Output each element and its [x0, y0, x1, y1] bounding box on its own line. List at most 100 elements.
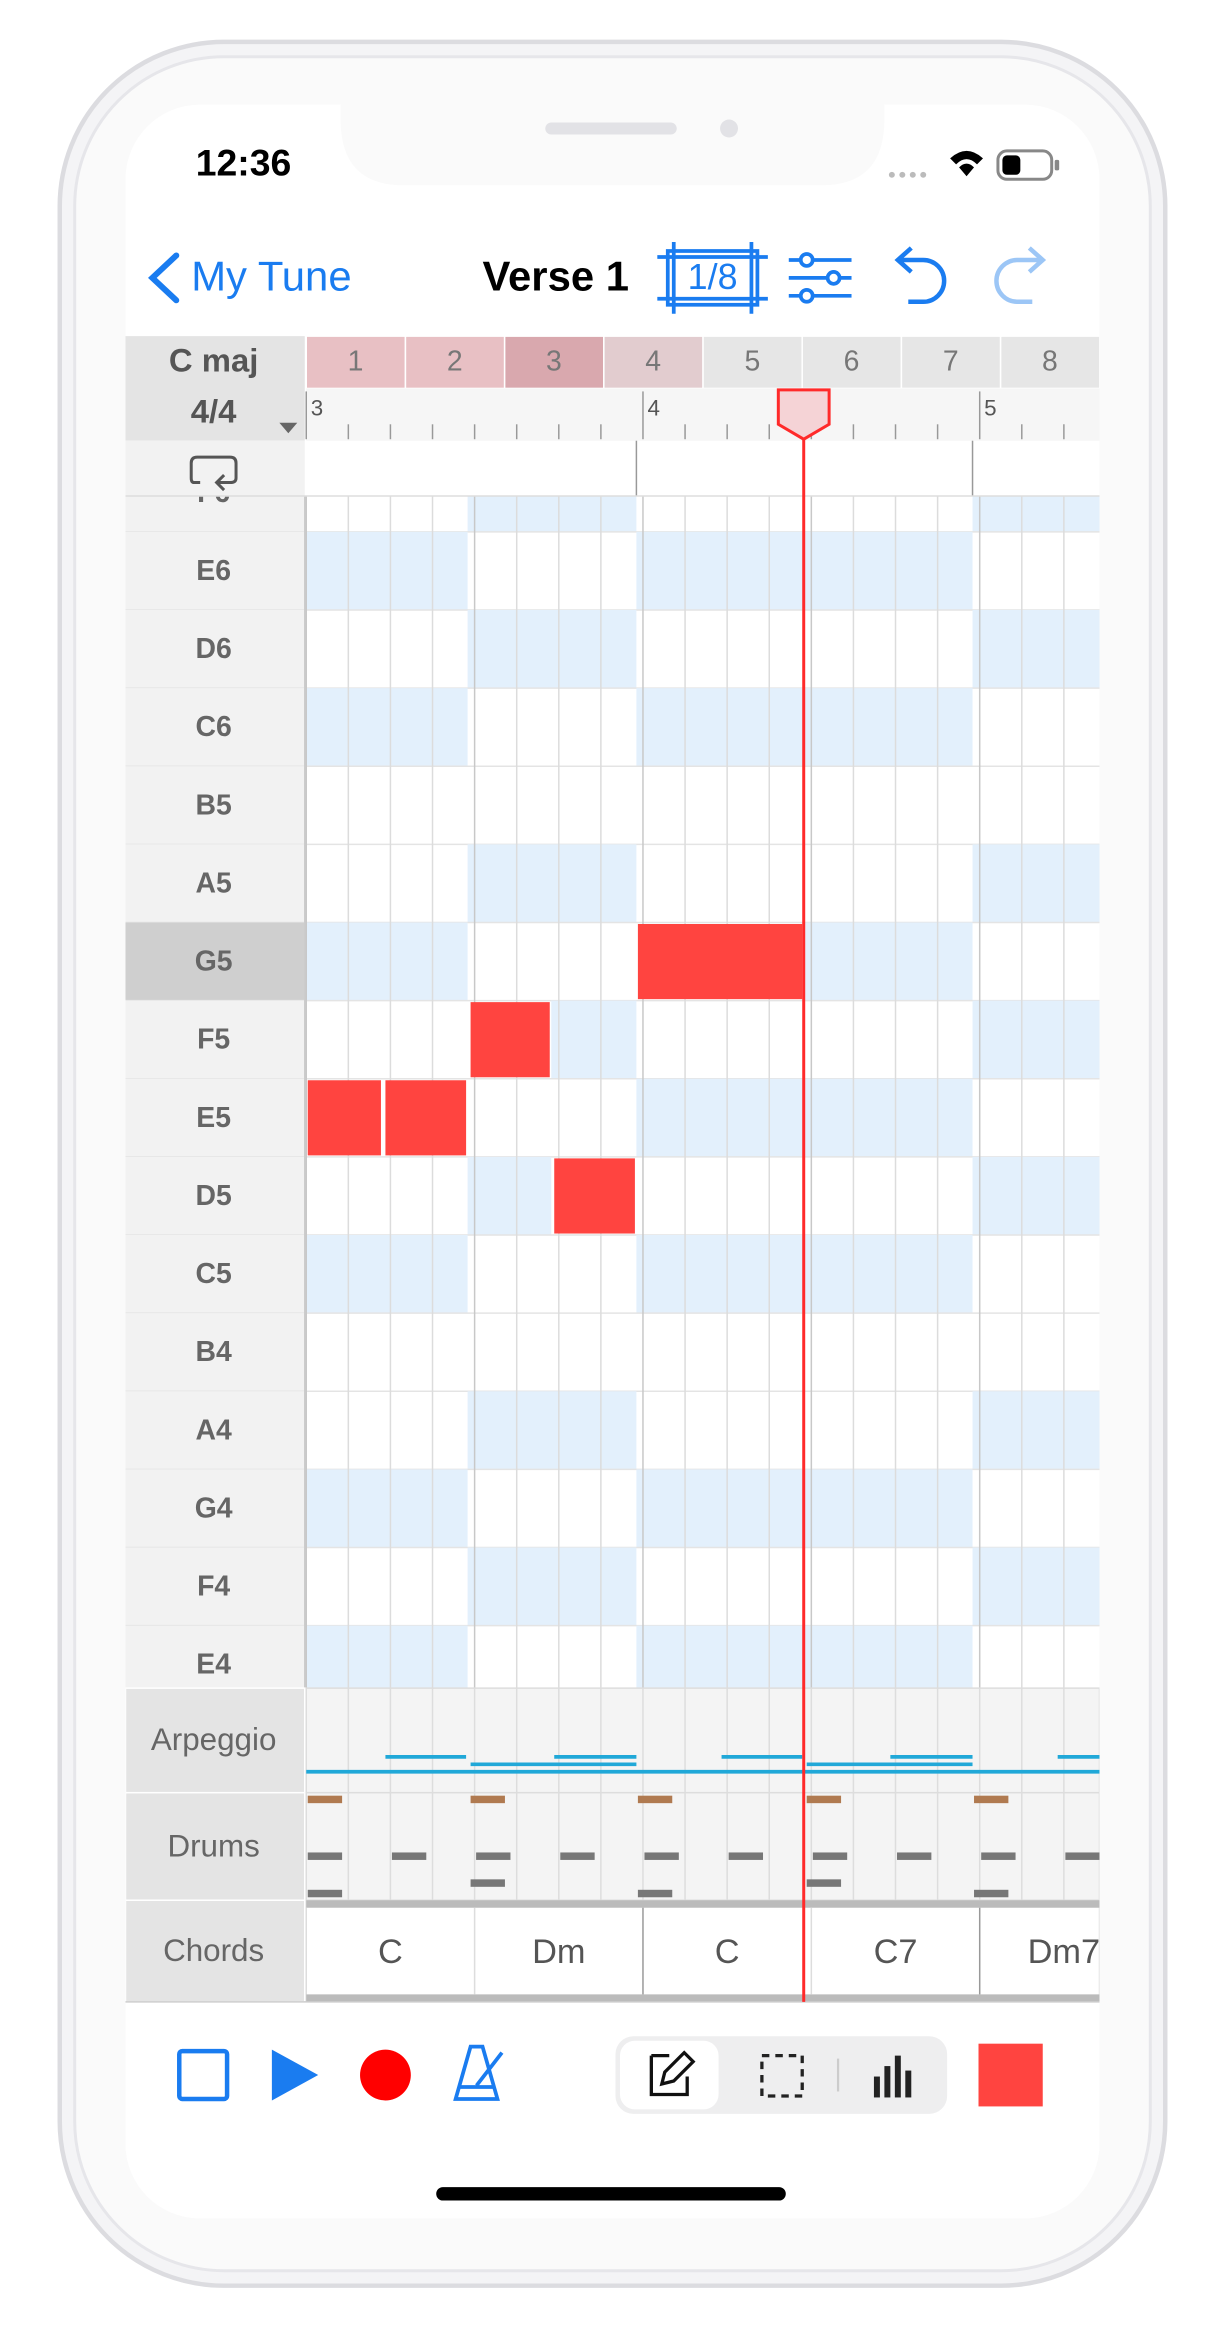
back-button[interactable]: My Tune [191, 252, 351, 299]
key-cell [125, 336, 305, 441]
pitch-cell [125, 1547, 305, 1626]
row-shade [467, 1156, 552, 1236]
note [637, 923, 803, 1000]
pitch-cell [125, 531, 305, 610]
row-shade [467, 1391, 637, 1470]
stop-button[interactable] [177, 2048, 230, 2102]
tracks: Arpeggio Drums Chords C Dm C C7 Dm7 [125, 1687, 1101, 2219]
status-icons [888, 149, 1060, 181]
track-label-cell [125, 1791, 306, 1902]
row-shade [803, 922, 973, 1001]
row-shade [306, 531, 468, 610]
pitch-cell [125, 609, 305, 689]
drum-hit [470, 1795, 505, 1804]
pitch-label: A5 [195, 867, 231, 899]
row-shade [972, 495, 1100, 532]
drum-hit [806, 1795, 842, 1804]
chord-top [306, 1900, 1100, 1908]
grid-button[interactable] [657, 242, 768, 314]
drum-hit [560, 1852, 595, 1860]
pitch-cell [125, 844, 305, 923]
redo-button[interactable] [994, 246, 1047, 305]
pitch-cell [125, 1078, 305, 1157]
menu-arrow [279, 422, 298, 434]
speaker [545, 122, 677, 135]
bar-number: 2 [447, 346, 463, 378]
bar-number: 8 [1042, 346, 1058, 378]
pitch-label: C5 [195, 1258, 231, 1290]
loop-icon [189, 455, 238, 492]
drum-hit [1065, 1852, 1100, 1860]
row-shade [972, 1391, 1100, 1470]
pitch-label: A4 [195, 1414, 231, 1446]
ruler-bg [306, 388, 1100, 441]
drum-hit [307, 1852, 343, 1860]
row-shade [306, 688, 468, 767]
section-title: Verse 1 [482, 252, 628, 299]
track-lane [305, 1791, 1100, 1902]
pitch-label: F6 [197, 477, 230, 509]
pitch-cell [125, 1391, 305, 1470]
pitch-cell [125, 1000, 305, 1079]
pitch-label: B4 [195, 1336, 231, 1368]
row-shade [467, 1547, 637, 1626]
bar-number: 4 [645, 346, 661, 378]
drum-hit [637, 1795, 673, 1804]
track-label: Chords [163, 1933, 264, 1968]
record-button[interactable] [360, 2049, 411, 2101]
chord-label: C [378, 1933, 403, 1971]
loop-cell [125, 440, 305, 496]
bar-number: 3 [546, 346, 562, 378]
track-label: Arpeggio [151, 1722, 277, 1757]
row-shade [467, 844, 637, 923]
chord-label: C [715, 1933, 740, 1971]
undo-button[interactable] [894, 246, 947, 305]
pitch-label: E4 [196, 1649, 231, 1681]
pitch-cell [125, 766, 305, 845]
bar-number: 1 [348, 346, 364, 378]
back-chevron[interactable] [148, 252, 180, 304]
row-shade [467, 609, 637, 689]
row-shade [972, 1156, 1100, 1236]
drum-hit [391, 1852, 427, 1860]
drum-hit [812, 1852, 848, 1860]
ruler-label: 3 [311, 395, 323, 420]
track-lane [305, 1687, 1100, 1794]
row-shade [467, 495, 637, 532]
ruler-label: 4 [647, 395, 659, 420]
note [554, 1158, 635, 1234]
grid-value[interactable]: 1/8 [688, 257, 738, 297]
play-button[interactable] [271, 2049, 319, 2101]
note-color[interactable] [978, 2043, 1043, 2107]
note [307, 1080, 381, 1156]
pitch-cell [125, 495, 305, 532]
drum-hit [806, 1879, 842, 1887]
toolbar [177, 2036, 1043, 2114]
pitch-cell [125, 922, 305, 1001]
ruler-label: 5 [984, 395, 996, 420]
pitch-label: D5 [195, 1180, 231, 1212]
metronome-button[interactable] [453, 2044, 504, 2101]
pitch-label: E5 [196, 1102, 231, 1134]
chord-label: C7 [874, 1933, 918, 1971]
row-shade [972, 1547, 1100, 1626]
drum-hit [728, 1852, 764, 1860]
pencil-mode[interactable] [619, 2040, 719, 2110]
chord-label: Dm7 [1028, 1933, 1101, 1971]
row-shade [306, 1625, 468, 1689]
note [470, 1002, 550, 1078]
pitch-cell [125, 1469, 305, 1548]
drum-hit [974, 1889, 1009, 1898]
home-indicator [436, 2187, 786, 2201]
pitch-cell [125, 1313, 305, 1392]
drum-hit [476, 1852, 511, 1860]
row-shade [972, 609, 1100, 689]
toolbar-bg [125, 2001, 1100, 2219]
pitch-cell [125, 688, 305, 767]
select-mode[interactable] [760, 2053, 804, 2098]
velocity-mode[interactable] [873, 2055, 912, 2098]
drum-hit [981, 1852, 1016, 1860]
key-label: C maj [169, 342, 258, 379]
mixer-button[interactable] [788, 252, 852, 304]
